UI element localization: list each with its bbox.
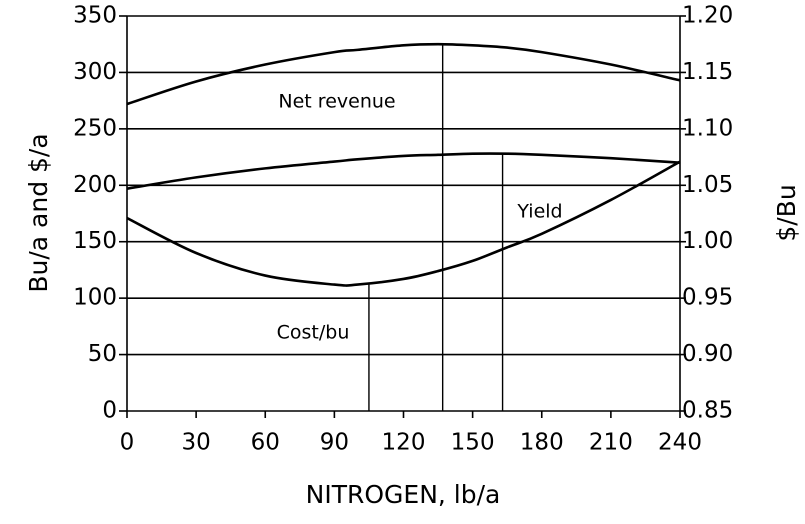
y2-axis-title: $/Bu <box>772 184 801 241</box>
y2-tick-label: 1.15 <box>682 59 733 85</box>
y-tick-label: 350 <box>73 3 117 29</box>
y2-tick-label: 0.85 <box>682 398 733 424</box>
y2-tick-label: 1.10 <box>682 115 733 141</box>
x-tick-label: 0 <box>120 430 135 456</box>
x-tick-label: 210 <box>589 430 633 456</box>
x-tick-label: 120 <box>382 430 426 456</box>
y2-tick-label: 0.95 <box>682 285 733 311</box>
y2-tick-label: 1.05 <box>682 172 733 198</box>
x-tick-label: 180 <box>520 430 564 456</box>
series-label: Net revenue <box>278 91 395 113</box>
y2-tick-label: 0.90 <box>682 341 733 367</box>
y-tick-label: 150 <box>73 228 117 254</box>
y2-tick-label: 1.00 <box>682 228 733 254</box>
x-tick-label: 240 <box>658 430 702 456</box>
y-axis-title: Bu/a and $/a <box>24 133 53 292</box>
series-line <box>126 42 681 106</box>
x-tick-label: 90 <box>320 430 349 456</box>
x-axis-title: NITROGEN, lb/a <box>306 480 501 509</box>
series-line <box>126 160 681 287</box>
x-tick-label: 30 <box>181 430 210 456</box>
series-label: Cost/bu <box>277 322 350 344</box>
y-tick-label: 50 <box>88 341 117 367</box>
y-tick-label: 300 <box>73 59 117 85</box>
y2-tick-label: 1.20 <box>682 3 733 29</box>
series-line <box>126 152 681 190</box>
x-tick-label: 150 <box>451 430 495 456</box>
y-tick-label: 250 <box>73 115 117 141</box>
x-tick-label: 60 <box>251 430 280 456</box>
y-tick-label: 200 <box>73 172 117 198</box>
series-label: Yield <box>516 201 562 223</box>
y-tick-label: 100 <box>73 285 117 311</box>
y-tick-label: 0 <box>102 398 117 424</box>
